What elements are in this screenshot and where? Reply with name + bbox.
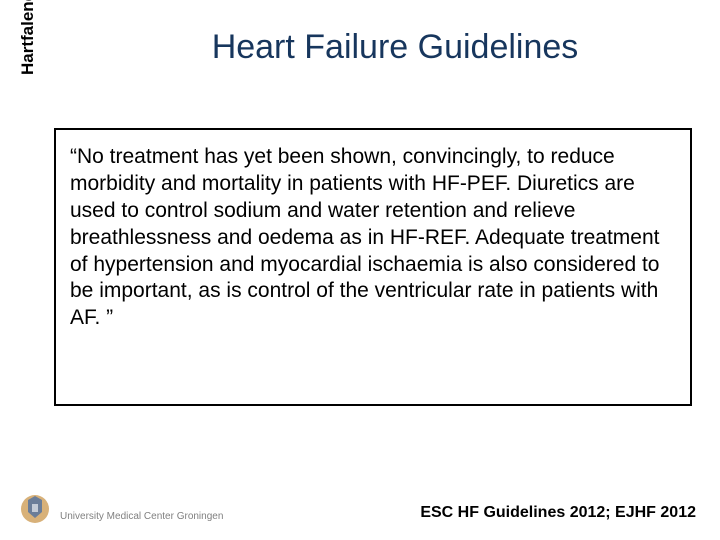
footer-institution: University Medical Center Groningen — [60, 511, 223, 522]
slide-container: Hartfalendag 2014 Heart Failure Guidelin… — [0, 0, 720, 540]
sidebar-event-label: Hartfalendag 2014 — [18, 0, 38, 75]
page-title: Heart Failure Guidelines — [100, 28, 690, 67]
footer-citation: ESC HF Guidelines 2012; EJHF 2012 — [420, 504, 696, 522]
institution-logo — [18, 492, 52, 526]
quote-box: “No treatment has yet been shown, convin… — [54, 128, 692, 406]
quote-text: “No treatment has yet been shown, convin… — [70, 144, 678, 332]
